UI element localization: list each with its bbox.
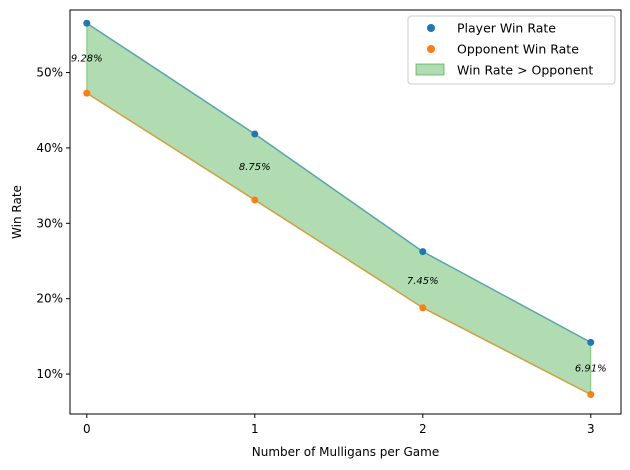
opponent-win-rate-point	[251, 196, 259, 204]
player-win-rate-line	[86, 22, 592, 344]
y-tick-label: 30%	[36, 216, 63, 230]
legend-fill-swatch	[415, 63, 445, 76]
y-tick-label: 10%	[36, 367, 63, 381]
y-tick-label: 20%	[36, 292, 63, 306]
opponent-win-rate-point	[419, 304, 427, 312]
legend-fill-label: Win Rate > Opponent	[457, 63, 593, 78]
legend: Player Win Rate Opponent Win Rate Win Ra…	[407, 15, 616, 85]
y-axis-title: Win Rate	[10, 185, 24, 239]
player-win-rate-point	[251, 130, 259, 138]
x-tick-label: 2	[419, 422, 427, 436]
line-layer	[86, 22, 592, 396]
y-tick-label: 50%	[36, 66, 63, 80]
difference-label: 9.28%	[71, 54, 103, 65]
y-axis: 10% 20% 30% 40% 50%	[36, 66, 70, 381]
legend-opponent-marker	[427, 45, 435, 53]
opponent-win-rate-line	[86, 92, 592, 396]
legend-box	[407, 15, 616, 85]
x-axis-title: Number of Mulligans per Game	[252, 445, 439, 459]
opponent-win-rate-point	[83, 89, 91, 97]
annotation-layer: 9.28% 8.75% 7.45% 6.91%	[71, 54, 607, 375]
x-tick-label: 0	[83, 422, 91, 436]
difference-label: 7.45%	[407, 276, 439, 287]
player-win-rate-point	[587, 338, 595, 346]
difference-label: 8.75%	[239, 162, 271, 173]
opponent-win-rate-point	[587, 390, 595, 398]
x-axis: 0 1 2 3	[83, 414, 595, 436]
player-win-rate-point	[419, 248, 427, 256]
difference-label: 6.91%	[575, 364, 607, 375]
y-tick-label: 40%	[36, 141, 63, 155]
legend-player-label: Player Win Rate	[457, 21, 556, 36]
plot-frame	[69, 9, 622, 415]
legend-opponent-label: Opponent Win Rate	[457, 42, 579, 57]
x-tick-label: 3	[587, 422, 595, 436]
player-win-rate-point	[83, 19, 91, 27]
legend-player-marker	[427, 24, 435, 32]
marker-layer	[83, 19, 595, 398]
x-tick-label: 1	[251, 422, 259, 436]
